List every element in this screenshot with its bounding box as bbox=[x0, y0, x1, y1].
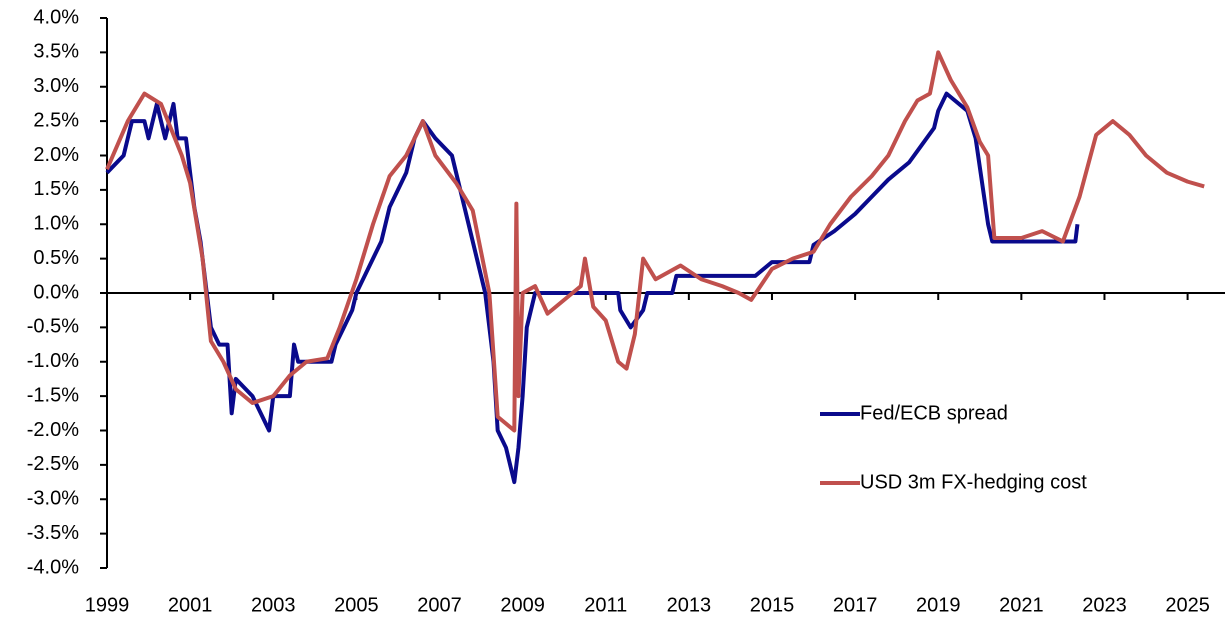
x-tick-label: 2007 bbox=[417, 594, 462, 616]
y-tick-label: -3.5% bbox=[27, 522, 79, 544]
y-tick-label: 0.5% bbox=[33, 247, 79, 269]
x-tick-label: 2001 bbox=[168, 594, 213, 616]
y-tick-label: -4.0% bbox=[27, 556, 79, 578]
series-line bbox=[105, 50, 1205, 433]
y-tick-label: 1.0% bbox=[33, 213, 79, 235]
x-tick-label: 2011 bbox=[584, 594, 627, 616]
y-tick-label: -2.0% bbox=[27, 419, 79, 441]
y-tick-label: 1.5% bbox=[33, 178, 79, 200]
x-tick-label: 2025 bbox=[1165, 594, 1210, 616]
y-tick-label: 2.0% bbox=[33, 144, 79, 166]
x-tick-label: 2021 bbox=[999, 594, 1044, 616]
y-tick-label: 4.0% bbox=[33, 6, 79, 28]
y-tick-label: -3.0% bbox=[27, 488, 79, 510]
x-tick-label: 2015 bbox=[750, 594, 795, 616]
y-tick-label: 3.0% bbox=[33, 75, 79, 97]
legend-label: Fed/ECB spread bbox=[860, 402, 1008, 424]
y-tick-label: -1.5% bbox=[27, 384, 79, 406]
x-tick-label: 2019 bbox=[916, 594, 961, 616]
y-tick-label: -0.5% bbox=[27, 316, 79, 338]
x-tick-label: 2017 bbox=[833, 594, 878, 616]
y-tick-label: 2.5% bbox=[33, 109, 79, 131]
x-tick-label: 1999 bbox=[85, 594, 130, 616]
x-tick-label: 2023 bbox=[1082, 594, 1127, 616]
y-tick-label: -2.5% bbox=[27, 453, 79, 475]
y-tick-label: -1.0% bbox=[27, 350, 79, 372]
x-tick-label: 2003 bbox=[251, 594, 296, 616]
legend-label: USD 3m FX-hedging cost bbox=[860, 471, 1087, 493]
x-tick-label: 2005 bbox=[334, 594, 379, 616]
x-tick-label: 2009 bbox=[500, 594, 545, 616]
y-tick-label: 0.0% bbox=[33, 281, 79, 303]
x-tick-label: 2013 bbox=[667, 594, 712, 616]
y-tick-label: 3.5% bbox=[33, 41, 79, 63]
